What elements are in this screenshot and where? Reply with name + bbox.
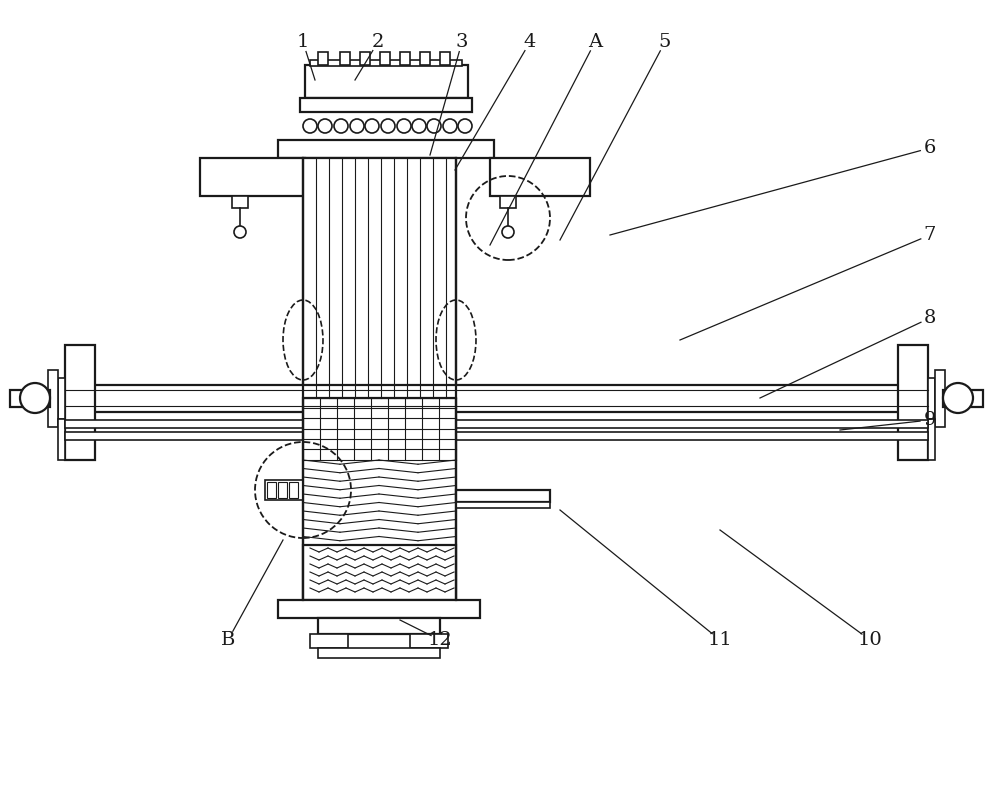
Bar	[58, 378, 65, 419]
Bar	[300, 98, 472, 112]
Text: A: A	[588, 33, 602, 51]
Bar	[456, 420, 928, 428]
Circle shape	[365, 119, 379, 133]
Text: 5: 5	[658, 33, 671, 51]
Bar	[456, 502, 550, 508]
Bar	[303, 158, 456, 398]
Bar	[318, 618, 440, 634]
Text: 9: 9	[923, 411, 936, 429]
Bar	[928, 419, 935, 460]
Bar	[305, 65, 468, 98]
Bar	[48, 370, 58, 427]
Bar	[10, 390, 50, 407]
Text: 2: 2	[371, 33, 384, 51]
Bar	[420, 52, 430, 65]
Bar	[278, 482, 287, 498]
Circle shape	[502, 226, 514, 238]
Bar	[943, 390, 983, 407]
Bar	[490, 158, 590, 196]
Bar	[232, 196, 248, 208]
Text: 7: 7	[923, 226, 936, 244]
Bar	[267, 482, 276, 498]
Circle shape	[20, 383, 50, 413]
Bar	[928, 378, 935, 419]
Circle shape	[381, 119, 395, 133]
Text: 3: 3	[456, 33, 469, 51]
Circle shape	[350, 119, 364, 133]
Circle shape	[318, 119, 332, 133]
Bar	[898, 345, 928, 460]
Circle shape	[443, 119, 457, 133]
Bar	[303, 398, 456, 600]
Circle shape	[412, 119, 426, 133]
Bar	[400, 52, 410, 65]
Bar	[65, 420, 303, 428]
Bar	[360, 52, 370, 65]
Text: 10: 10	[858, 631, 883, 649]
Circle shape	[458, 119, 472, 133]
Bar	[500, 196, 516, 208]
Bar	[410, 634, 448, 648]
Circle shape	[427, 119, 441, 133]
Bar	[310, 634, 348, 648]
Bar	[380, 52, 390, 65]
Bar	[65, 432, 303, 440]
Circle shape	[334, 119, 348, 133]
Circle shape	[234, 226, 246, 238]
Bar	[456, 432, 928, 440]
Bar	[278, 600, 480, 618]
Bar	[65, 385, 928, 412]
Bar	[318, 52, 328, 65]
Bar	[310, 60, 462, 66]
Bar	[456, 490, 550, 502]
Bar	[340, 52, 350, 65]
Text: 1: 1	[297, 33, 309, 51]
Bar	[58, 419, 65, 460]
Bar	[935, 370, 945, 427]
Circle shape	[943, 383, 973, 413]
Bar	[289, 482, 298, 498]
Circle shape	[303, 119, 317, 133]
Text: B: B	[220, 631, 235, 649]
Bar	[200, 158, 305, 196]
Bar	[265, 480, 303, 500]
Bar	[303, 545, 456, 600]
Text: 4: 4	[524, 33, 536, 51]
Bar	[440, 52, 450, 65]
Bar	[65, 345, 95, 460]
Text: 12: 12	[428, 631, 453, 649]
Bar	[318, 648, 440, 658]
Text: 6: 6	[923, 139, 936, 157]
Text: 8: 8	[923, 309, 936, 327]
Text: 11: 11	[708, 631, 733, 649]
Bar	[278, 140, 494, 158]
Circle shape	[397, 119, 411, 133]
